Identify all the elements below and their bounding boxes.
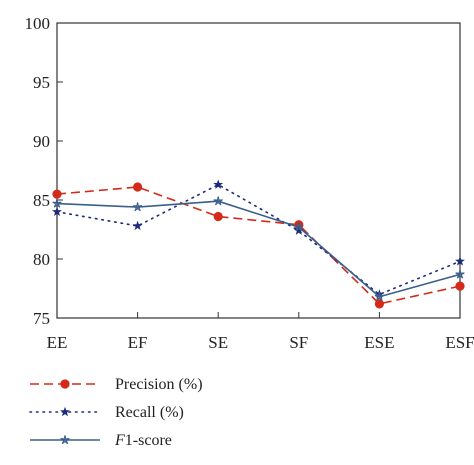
x-tick-label: SF (289, 333, 308, 352)
x-tick-label: SE (208, 333, 228, 352)
data-point (52, 206, 62, 217)
legend-item: Recall (%) (29, 404, 184, 421)
y-tick-label: 85 (33, 191, 50, 210)
series-1 (52, 182, 465, 309)
legend-marker (60, 435, 70, 445)
data-point (52, 189, 62, 199)
data-point (133, 182, 143, 192)
plot-frame (56, 22, 461, 319)
series-3 (52, 196, 465, 301)
series-layer (52, 179, 465, 309)
data-point (132, 220, 143, 231)
x-tick-label: EE (47, 333, 68, 352)
data-point (52, 198, 62, 208)
series-2 (52, 179, 465, 299)
data-point (294, 222, 304, 232)
plot-area: 75 80 85 90 95 100 EE EF SE SF ESE ESF (25, 14, 474, 352)
y-tick-label: 90 (33, 132, 50, 151)
legend-marker (60, 406, 70, 417)
y-axis: 75 80 85 90 95 100 (25, 14, 63, 328)
data-point (374, 299, 384, 309)
x-tick-label: ESE (364, 333, 394, 352)
legend: Precision (%) Recall (%) F1-score (29, 376, 203, 449)
data-point (374, 292, 385, 301)
y-tick-label: 100 (25, 14, 51, 33)
x-tick-label: ESF (445, 333, 474, 352)
legend-marker (60, 379, 70, 389)
x-axis: EE EF SE SF ESE ESF (47, 312, 474, 352)
series-line (56, 183, 461, 296)
data-point (132, 202, 143, 212)
y-tick-label: 75 (33, 309, 50, 328)
legend-label: Recall (%) (115, 404, 184, 421)
data-point (213, 196, 223, 206)
data-point (213, 179, 224, 189)
legend-item: Precision (%) (30, 376, 203, 393)
y-tick-label: 80 (33, 250, 50, 269)
data-point (455, 256, 465, 266)
data-point (293, 225, 304, 235)
legend-item: F1-score (30, 432, 172, 449)
y-tick-label: 95 (33, 73, 50, 92)
x-tick-label: EF (128, 333, 148, 352)
data-point (213, 211, 223, 222)
legend-label: F1-score (114, 432, 172, 449)
legend-label: Precision (%) (115, 376, 203, 393)
data-point (455, 269, 465, 279)
data-point (455, 281, 465, 291)
series-line (56, 200, 461, 298)
